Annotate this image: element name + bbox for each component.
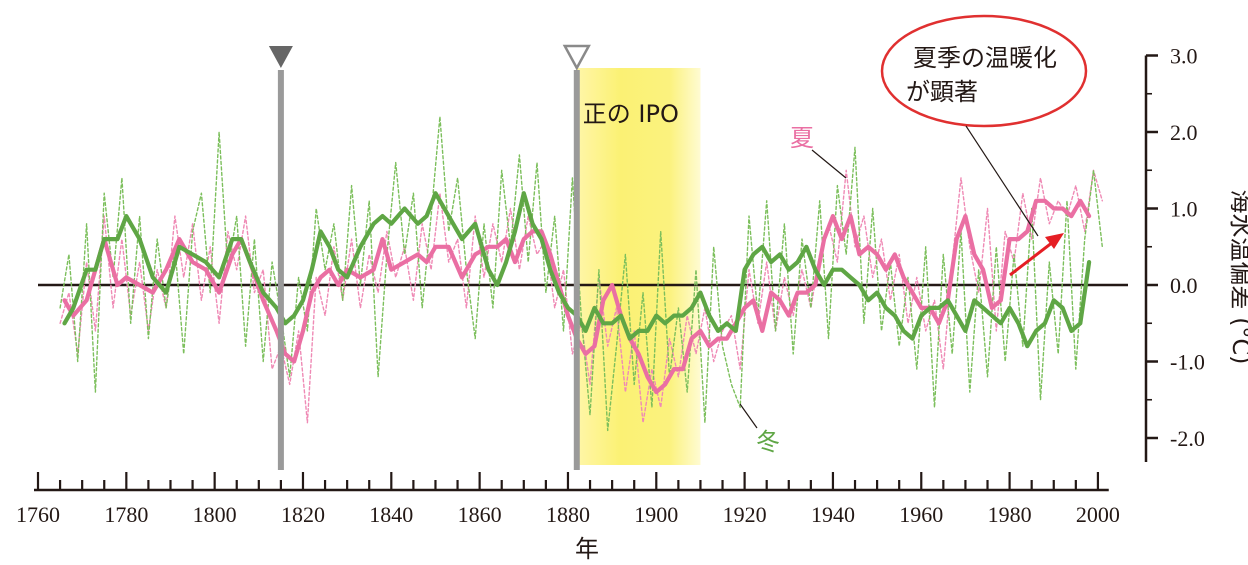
x-axis-title: 年 [575,535,599,563]
positive-ipo-label: 正の IPO [583,100,679,128]
y-tick-label: 0.0 [1170,273,1198,298]
x-tick-label: 1760 [16,502,60,527]
x-tick-label: 1960 [899,502,943,527]
x-tick-label: 1780 [104,502,148,527]
x-tick-label: 1940 [811,502,855,527]
x-tick-label: 1820 [281,502,325,527]
series-layer [59,115,1104,432]
x-tick-label: 1840 [369,502,413,527]
event-marker-triangle-1 [268,46,293,68]
warming-trend-arrow [1009,240,1054,277]
x-tick-label: 1860 [458,502,502,527]
y-tick-label: -1.0 [1170,350,1205,375]
callout-bubble [880,14,1088,128]
event-markers [268,44,591,470]
y-axis-title: 海水温偏差 (°C) [1227,189,1248,364]
summer-label-leader [811,149,847,179]
winter-annual-series [59,115,1104,432]
y-axis: 3.0 2.0 1.0 0.0 -1.0 -2.0 [1144,44,1205,462]
positive-ipo-period [576,68,701,465]
callout-leader [965,125,1039,237]
x-tick-label: 1980 [988,502,1032,527]
x-tick-label: 1800 [193,502,237,527]
x-tick-label: 1900 [634,502,678,527]
x-tick-label: 1920 [723,502,767,527]
x-tick-label: 2000 [1076,502,1120,527]
x-axis: 1760 1780 1800 1820 1840 1860 1880 1900 1920 1940… [16,472,1120,527]
y-tick-label: 1.0 [1170,197,1198,222]
winter-smoothed-series [62,191,1092,349]
winter-label: 冬 [756,428,780,456]
callout-text-line1: 夏季の温暖化 [913,44,1057,72]
x-tick-label: 1880 [546,502,590,527]
event-marker-triangle-2 [562,44,591,71]
callout-text-line2: が顕著 [906,78,978,106]
y-tick-label: 2.0 [1170,120,1198,145]
y-tick-label: -2.0 [1170,426,1205,451]
warming-trend-arrowhead [1045,233,1064,249]
winter-label-leader [739,403,758,429]
y-tick-label: 3.0 [1170,44,1198,69]
summer-label: 夏 [790,124,814,152]
